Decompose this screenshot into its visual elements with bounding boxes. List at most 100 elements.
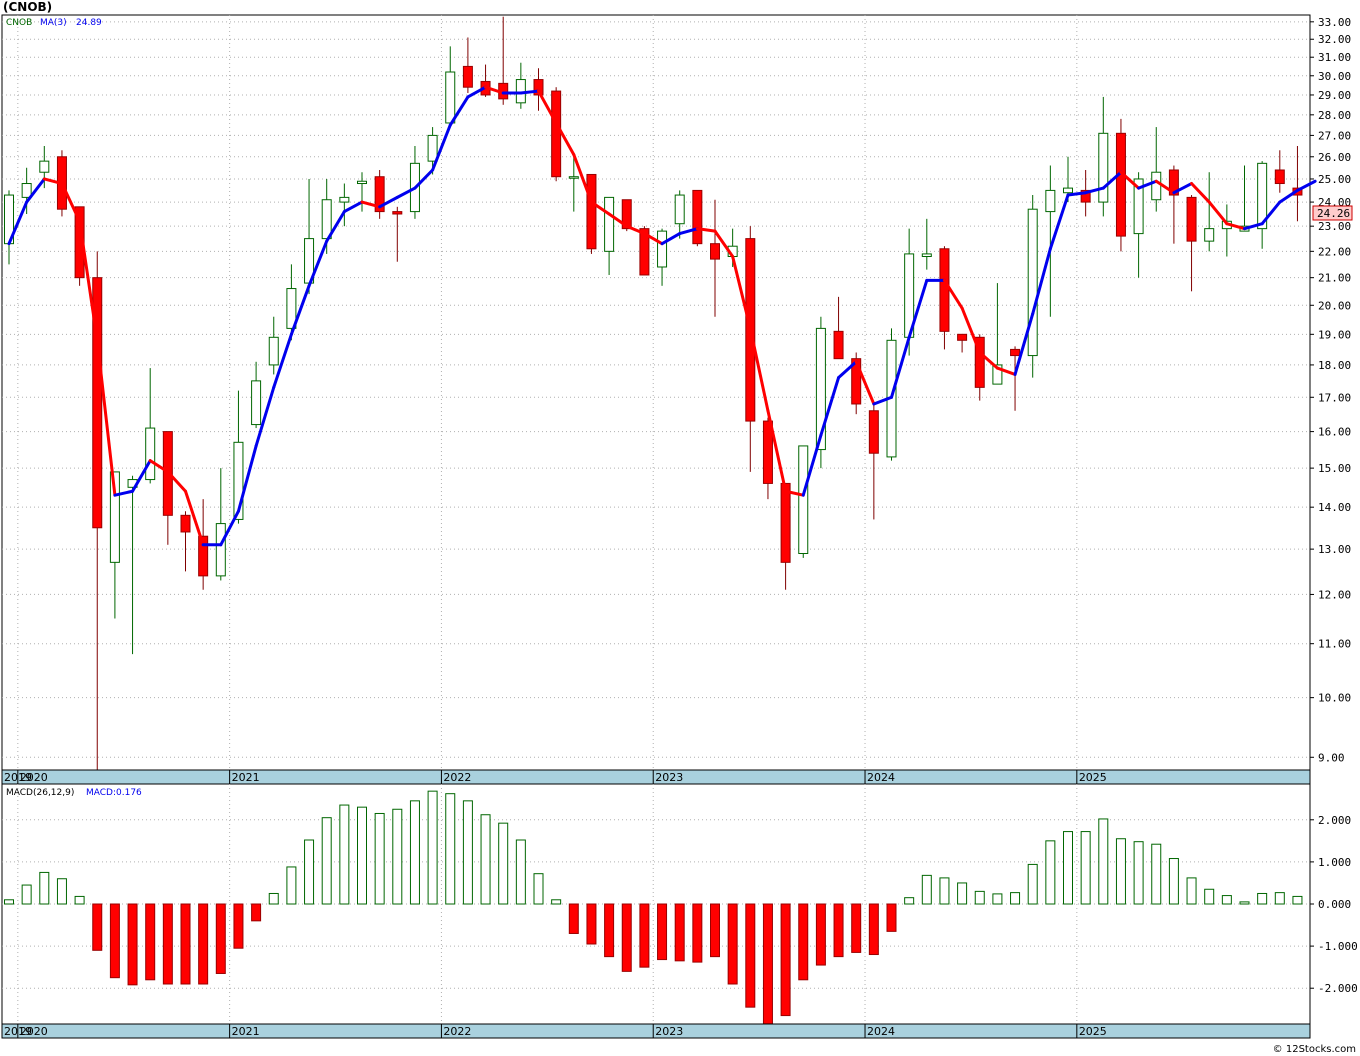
ma-segment	[236, 444, 258, 513]
candle-body	[1257, 162, 1268, 230]
macd-bar	[798, 903, 809, 981]
macd-date-band	[1, 1023, 1311, 1039]
price-tick-label: 17.00	[1318, 391, 1351, 404]
chart-title: (CNOB)	[3, 0, 52, 14]
candle-body	[1133, 178, 1144, 235]
ma-segment	[113, 489, 135, 497]
candle	[762, 417, 773, 500]
macd-bar	[515, 839, 526, 905]
ma-segment	[325, 210, 346, 243]
candle-body	[939, 248, 950, 332]
candle-body	[145, 427, 156, 481]
legend-ma-value: 24.89	[76, 18, 102, 28]
ma-segment	[713, 229, 735, 259]
ma-segment	[1295, 179, 1317, 192]
macd-bar	[815, 903, 826, 966]
ma-segment	[554, 121, 576, 157]
candle	[1257, 161, 1268, 249]
candle-body	[286, 288, 297, 329]
macd-bar	[1027, 863, 1038, 905]
macd-bar	[745, 903, 756, 1008]
candle-body	[692, 189, 703, 245]
macd-bar	[4, 899, 14, 905]
candle	[586, 173, 597, 254]
candle-body	[1027, 208, 1038, 357]
ma-segment	[1260, 200, 1282, 226]
candle-body	[551, 90, 562, 178]
macd-bar	[374, 812, 385, 905]
candle-body	[762, 420, 773, 484]
price-tick-label: 19.00	[1318, 328, 1351, 341]
candlestick-series	[4, 16, 1303, 770]
price-tick-label: 9.00	[1318, 751, 1345, 764]
candle	[1274, 150, 1285, 193]
ma3-line	[7, 85, 1317, 547]
macd-bar	[1115, 838, 1126, 905]
watermark: © 12Stocks.com	[1273, 1044, 1356, 1055]
candle	[974, 334, 985, 401]
macd-bar	[1221, 895, 1232, 905]
candle-body	[462, 65, 473, 88]
candle-body	[427, 134, 438, 162]
ma-segment	[625, 224, 646, 236]
ma-segment	[1243, 222, 1264, 231]
candle-body	[851, 358, 862, 405]
macd-tick-label: -2.000	[1318, 982, 1358, 995]
macd-bar	[357, 806, 367, 905]
candle	[798, 445, 809, 558]
candle	[374, 169, 385, 219]
candle-body	[1204, 228, 1215, 242]
macd-y-axis: -2.000 -1.000 0.000 1.000 2.000	[1310, 814, 1358, 995]
candle-body	[833, 330, 844, 360]
price-tick-label: 12.00	[1318, 588, 1351, 601]
macd-bar	[657, 903, 668, 961]
candle-body	[198, 535, 209, 577]
ma-segment	[1084, 186, 1105, 195]
candle	[957, 333, 968, 353]
candle-body	[568, 176, 579, 179]
candle-body	[109, 471, 120, 563]
macd-bar	[727, 903, 738, 985]
macd-bar	[1063, 831, 1073, 905]
ma-segment	[378, 195, 399, 209]
year-label: 2020	[20, 1025, 48, 1038]
ma-segment	[1154, 179, 1176, 195]
ma-segment	[731, 255, 752, 330]
macd-bar	[92, 903, 103, 951]
ma-segment	[1031, 247, 1052, 316]
ma-segment	[448, 95, 470, 127]
macd-bar	[1098, 818, 1109, 905]
candle	[710, 199, 720, 317]
ma-segment	[589, 200, 611, 216]
candle	[233, 390, 244, 524]
ma-segment	[1066, 191, 1088, 197]
ma-segment	[748, 326, 770, 413]
candle-body	[674, 194, 685, 225]
price-tick-label: 31.00	[1318, 51, 1351, 64]
macd-bar	[1080, 831, 1091, 905]
macd-bar	[710, 903, 720, 958]
macd-bar	[268, 892, 279, 905]
price-tick-label: 20.00	[1318, 299, 1351, 312]
price-tick-label: 26.00	[1318, 151, 1351, 164]
year-label: 2020	[20, 771, 48, 784]
price-tick-label: 13.00	[1318, 543, 1351, 556]
macd-bar	[109, 903, 120, 979]
macd-bar	[233, 903, 244, 949]
macd-bar	[21, 884, 32, 905]
candle	[1027, 195, 1038, 378]
price-tick-label: 14.00	[1318, 501, 1351, 514]
macd-bar	[74, 895, 85, 905]
macd-bar	[286, 866, 297, 905]
macd-bar	[1239, 901, 1250, 905]
price-tick-label: 21.00	[1318, 272, 1351, 285]
ma-segment	[148, 459, 170, 474]
price-tick-label: 25.00	[1318, 173, 1351, 186]
macd-bar	[974, 890, 985, 905]
price-tick-label: 11.00	[1318, 638, 1351, 651]
ma-segment	[1278, 188, 1299, 204]
candle	[657, 228, 668, 286]
ma-segment	[1207, 200, 1229, 226]
ma-segment	[907, 278, 929, 339]
